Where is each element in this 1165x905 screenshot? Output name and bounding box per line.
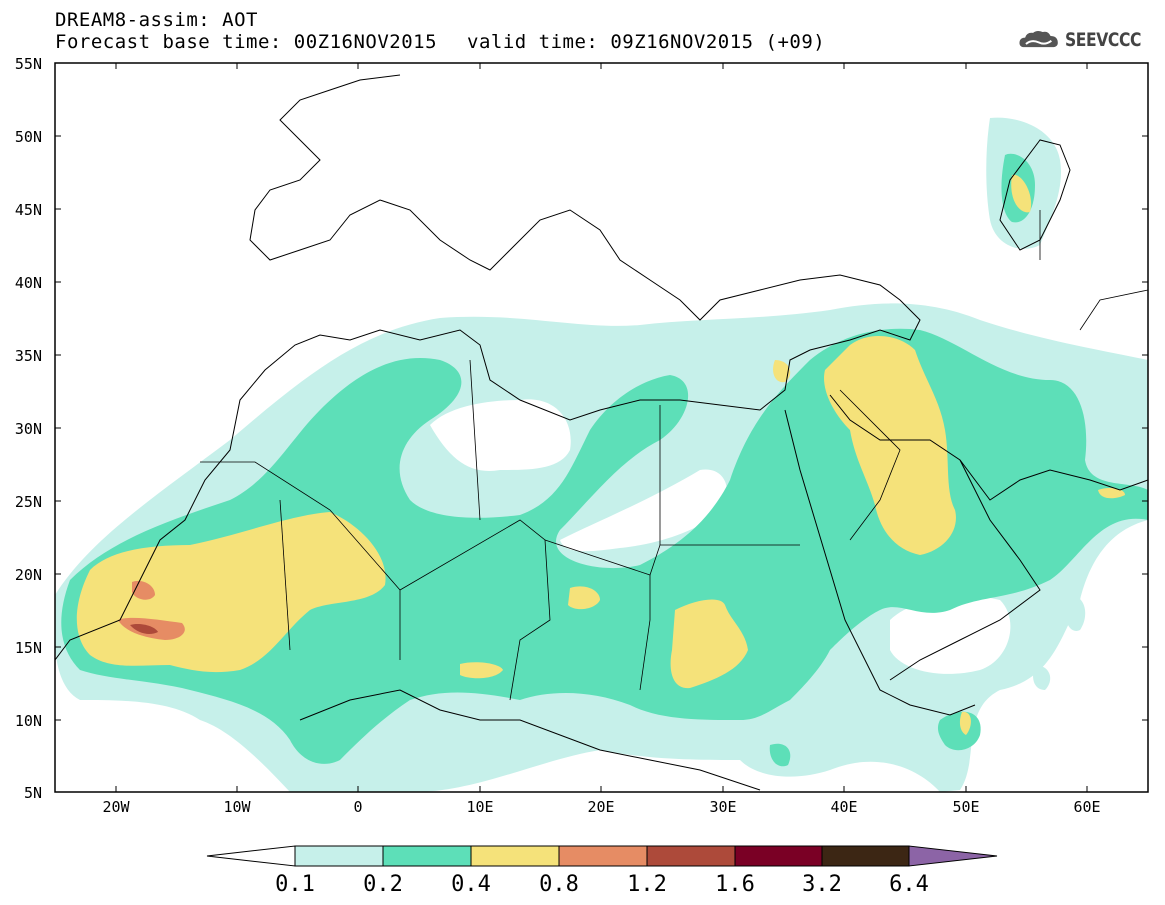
lat-label: 10N (6, 712, 42, 730)
colorbar-bin-0.8 (559, 846, 647, 866)
lon-label: 20E (571, 798, 631, 816)
lat-label: 15N (6, 639, 42, 657)
colorbar-label: 1.6 (705, 872, 765, 897)
colorbar-bin-1.2 (647, 846, 735, 866)
lat-label: 45N (6, 201, 42, 219)
colorbar-bin-0.4 (471, 846, 559, 866)
lon-label: 10W (207, 798, 267, 816)
lon-label: 60E (1057, 798, 1117, 816)
colorbar-label: 1.2 (617, 872, 677, 897)
colorbar-label: 0.8 (529, 872, 589, 897)
colorbar-label: 0.1 (265, 872, 325, 897)
lat-label: 25N (6, 493, 42, 511)
lon-label: 20W (86, 798, 146, 816)
colorbar-label: 0.2 (353, 872, 413, 897)
colorbar-arrow-low (207, 846, 295, 866)
lon-label: 50E (936, 798, 996, 816)
lat-label: 55N (6, 55, 42, 73)
colorbar-bin-0.1 (295, 846, 383, 866)
colorbar-bin-0.2 (383, 846, 471, 866)
colorbar-label: 6.4 (879, 872, 939, 897)
lat-label: 35N (6, 347, 42, 365)
lat-label: 40N (6, 274, 42, 292)
lat-label: 30N (6, 420, 42, 438)
colorbar-bin-3.2 (822, 846, 909, 866)
lon-label: 0 (328, 798, 388, 816)
colorbar-bin-1.6 (735, 846, 822, 866)
colorbar-arrow-high (909, 846, 997, 866)
colorbar-label: 0.4 (441, 872, 501, 897)
lat-label: 5N (6, 784, 42, 802)
lat-label: 50N (6, 128, 42, 146)
colorbar-label: 3.2 (792, 872, 852, 897)
colorbar (207, 846, 997, 866)
lon-label: 10E (450, 798, 510, 816)
lon-label: 40E (814, 798, 874, 816)
lat-label: 20N (6, 566, 42, 584)
lon-label: 30E (693, 798, 753, 816)
